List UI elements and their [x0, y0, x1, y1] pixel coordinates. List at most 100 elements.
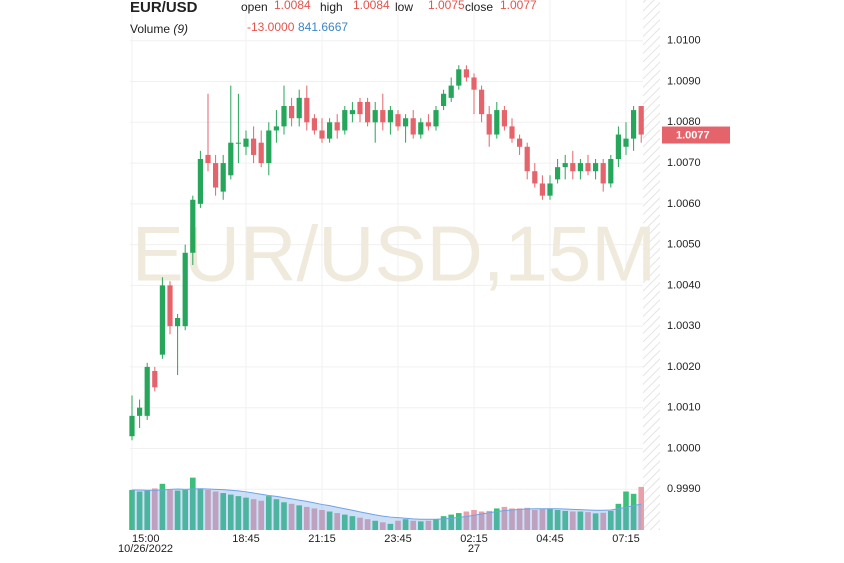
volume-bar: [288, 503, 295, 530]
candle-body: [342, 110, 348, 131]
volume-bar: [152, 488, 158, 530]
volume-bar: [258, 500, 264, 530]
volume-bar: [554, 509, 561, 530]
candle-body: [296, 97, 302, 119]
header-value: 1.0084: [274, 0, 311, 12]
header-label: close: [465, 0, 493, 14]
candle-body: [615, 134, 621, 159]
volume-bar: [129, 489, 135, 530]
candle-body: [410, 118, 416, 135]
x-tick-label: 04:45: [536, 533, 564, 545]
volume-change: -13.0000: [247, 20, 295, 34]
candle-body: [334, 122, 340, 131]
volume-bar: [243, 497, 249, 530]
volume-bar: [440, 516, 447, 530]
candle-body: [456, 69, 462, 86]
candle-body: [205, 154, 211, 164]
candle-body: [501, 110, 507, 127]
x-tick-sublabel: 27: [468, 543, 480, 555]
volume-bar: [159, 483, 166, 530]
volume-bar: [539, 509, 546, 530]
volume-bar: [592, 513, 599, 530]
last-price-label: 1.0077: [676, 129, 710, 141]
candle-body: [182, 252, 188, 327]
candle-body: [289, 106, 295, 119]
candle-body: [228, 142, 234, 176]
candle-body: [585, 163, 591, 172]
volume-bar: [547, 508, 553, 530]
volume-bar: [311, 508, 318, 530]
grid: 0.9990 1.0000 1.0010 1.0020 1.0030 1.0040 1.00…: [118, 0, 701, 555]
volume-bar: [304, 506, 310, 530]
volume-bar: [395, 520, 401, 530]
volume-bar: [524, 507, 530, 530]
candle-body: [137, 407, 143, 416]
volume-ma-value: 841.6667: [298, 20, 348, 34]
candle-body: [577, 163, 583, 172]
volume-label: Volume (9): [130, 22, 188, 36]
volume-bar: [319, 509, 325, 530]
x-tick-label: 15:00: [132, 533, 160, 545]
y-tick-label: 1.0050: [667, 239, 701, 251]
volume-bar: [638, 486, 644, 530]
volume-bar: [326, 511, 333, 530]
last-price-tag: [662, 126, 730, 144]
x-tick-label: 07:15: [612, 533, 640, 545]
candle-body: [547, 183, 553, 196]
volume-bar: [250, 499, 257, 530]
candle-body: [152, 371, 158, 388]
volume-bar: [478, 511, 485, 530]
volume-bar: [167, 489, 173, 530]
volume-bar: [585, 512, 591, 530]
volume-ma-area: [132, 488, 642, 530]
candle-body: [365, 101, 371, 123]
volume-ma-line: [132, 488, 642, 520]
candle-body: [479, 89, 485, 115]
header-label: high: [320, 0, 343, 14]
candle-body: [524, 146, 530, 172]
volume-bar: [456, 513, 462, 530]
header-label: low: [395, 0, 413, 14]
y-tick-label: 1.0020: [667, 361, 701, 373]
volume-bar: [486, 510, 492, 530]
volume-bar: [463, 511, 470, 530]
y-tick-label: 1.0100: [667, 35, 701, 47]
candle-body: [463, 69, 469, 78]
volume-bar: [532, 509, 538, 530]
volume-bar: [205, 489, 211, 530]
candle-body: [425, 122, 431, 127]
volume-bar: [212, 491, 219, 530]
candle-body: [129, 415, 135, 437]
candle-body: [197, 159, 203, 204]
candle-body: [266, 130, 272, 164]
volume-bar: [410, 520, 416, 530]
candle-body: [600, 163, 606, 184]
y-tick-label: 1.0040: [667, 279, 701, 291]
volume-bar: [349, 516, 356, 530]
candle-body: [251, 138, 257, 155]
volume-bar: [174, 490, 181, 530]
candle-body: [395, 114, 401, 127]
x-tick-label: 23:45: [384, 533, 412, 545]
header-value: 1.0077: [500, 0, 537, 12]
header-value: 1.0084: [353, 0, 390, 12]
x-tick-sublabel: 10/26/2022: [118, 543, 173, 555]
candle-body: [555, 167, 561, 180]
candle-body: [159, 285, 165, 355]
header: open 1.0084 high 1.0084 low 1.0075 close 1.0077: [241, 0, 537, 14]
candle-body: [631, 110, 637, 139]
y-tick-label: 0.9990: [667, 483, 701, 495]
x-tick-label: 18:45: [232, 533, 260, 545]
candle-body: [486, 114, 492, 135]
volume-bar: [296, 505, 302, 530]
candle-body: [144, 366, 150, 416]
volume-name: Volume: [130, 22, 170, 36]
y-tick-label: 1.0080: [667, 116, 701, 128]
candle-body: [638, 106, 644, 135]
candle-body: [220, 163, 226, 192]
y-tick-label: 1.0030: [667, 320, 701, 332]
candle-body: [593, 163, 599, 172]
y-tick-label: 1.0000: [667, 442, 701, 454]
volume-bar: [600, 512, 606, 530]
